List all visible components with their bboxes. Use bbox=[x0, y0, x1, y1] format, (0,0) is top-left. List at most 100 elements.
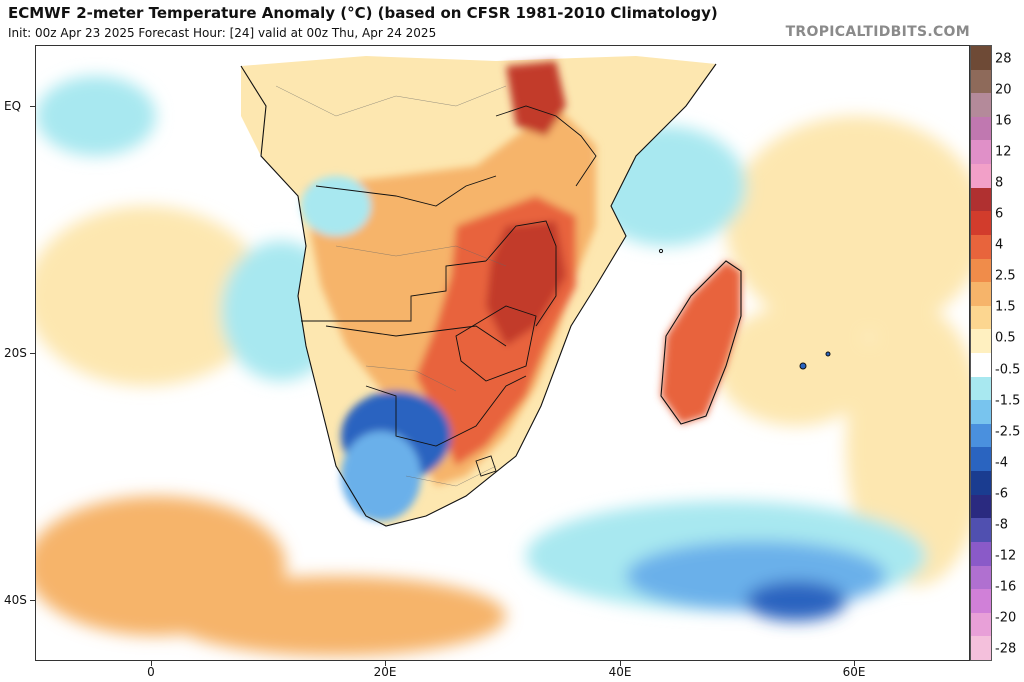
lat-label-40s: 40S bbox=[4, 593, 27, 607]
colorbar-segment bbox=[971, 423, 991, 448]
colorbar-label: 6 bbox=[995, 206, 1004, 222]
border-angola-zambia bbox=[301, 260, 487, 322]
forecast-info: Init: 00z Apr 23 2025 Forecast Hour: [24… bbox=[8, 26, 437, 40]
lon-tick-60e bbox=[854, 661, 855, 666]
colorbar-label: -2.5 bbox=[995, 424, 1021, 440]
colorbar-label: -28 bbox=[995, 641, 1017, 657]
reunion-island bbox=[799, 362, 807, 370]
colorbar-segment bbox=[971, 400, 991, 425]
colorbar-segment bbox=[971, 187, 991, 212]
admin-borders bbox=[275, 85, 507, 487]
colorbar-segment bbox=[971, 211, 991, 236]
anomaly-map bbox=[35, 45, 970, 661]
colorbar-segment bbox=[971, 164, 991, 189]
border-namibia-botswana bbox=[325, 325, 507, 347]
lat-tick-20s bbox=[30, 353, 35, 354]
cool-region-gulf-guinea bbox=[36, 76, 156, 156]
colorbar-segment bbox=[971, 447, 991, 472]
cool-region-gabon bbox=[301, 176, 371, 236]
border-south-africa bbox=[365, 375, 527, 447]
admin-line-cape bbox=[405, 465, 497, 487]
lon-label-40e: 40E bbox=[608, 665, 632, 679]
colorbar-label: 4 bbox=[995, 237, 1004, 253]
colorbar-label: -8 bbox=[995, 517, 1008, 533]
colorbar-label: -0.5 bbox=[995, 362, 1021, 378]
colorbar-segment bbox=[971, 589, 991, 614]
colorbar-segment bbox=[971, 116, 991, 141]
admin-line-north bbox=[275, 85, 507, 117]
border-zimbabwe bbox=[455, 305, 537, 382]
colorbar-segment bbox=[971, 234, 991, 260]
colorbar bbox=[970, 45, 992, 661]
lon-tick-40e bbox=[620, 661, 621, 666]
africa-land bbox=[241, 56, 716, 526]
map-title: ECMWF 2-meter Temperature Anomaly (°C) (… bbox=[8, 4, 718, 22]
colorbar-segment bbox=[971, 565, 991, 590]
colorbar-label: 0.5 bbox=[995, 330, 1016, 346]
colorbar-label: 28 bbox=[995, 51, 1012, 67]
lat-label-20s: 20S bbox=[4, 346, 27, 360]
warm-region-indian bbox=[726, 116, 969, 336]
madagascar-landmass bbox=[661, 261, 741, 424]
warm-band-south bbox=[166, 576, 506, 656]
colorbar-segment bbox=[971, 541, 991, 567]
colorbar-segment bbox=[971, 305, 991, 330]
map-canvas bbox=[36, 46, 969, 660]
country-borders bbox=[301, 105, 597, 477]
lon-tick-0 bbox=[151, 661, 152, 666]
madagascar bbox=[661, 261, 741, 424]
colorbar-segment bbox=[971, 471, 991, 496]
colorbar-label: 20 bbox=[995, 82, 1012, 98]
hot-core-mozambique bbox=[486, 221, 566, 346]
lat-label-eq: EQ bbox=[4, 99, 22, 113]
colorbar-segment bbox=[971, 282, 991, 307]
warm-region-atlantic-west bbox=[36, 206, 266, 386]
colorbar-label: 1.5 bbox=[995, 299, 1016, 315]
colorbar-label: 8 bbox=[995, 175, 1004, 191]
colorbar-label: -6 bbox=[995, 486, 1008, 502]
border-lesotho bbox=[475, 455, 497, 477]
comoros-island bbox=[658, 248, 664, 254]
lat-tick-40s bbox=[30, 600, 35, 601]
colorbar-label: 2.5 bbox=[995, 268, 1016, 284]
lon-tick-20e bbox=[385, 661, 386, 666]
cool-region-namibia bbox=[341, 431, 421, 521]
border-zambia-mozambique bbox=[485, 220, 557, 327]
colorbar-label: -20 bbox=[995, 610, 1017, 626]
border-drc bbox=[315, 175, 497, 207]
warm-region-mascarene bbox=[716, 306, 876, 426]
colorbar-segment bbox=[971, 636, 991, 661]
colorbar-label: 16 bbox=[995, 113, 1012, 129]
colorbar-label: 12 bbox=[995, 144, 1012, 160]
border-east-africa bbox=[495, 105, 597, 187]
colorbar-label: -4 bbox=[995, 455, 1008, 471]
lon-label-20e: 20E bbox=[373, 665, 397, 679]
colorbar-segment bbox=[971, 518, 991, 543]
colorbar-segment bbox=[971, 494, 991, 519]
colorbar-label: -16 bbox=[995, 579, 1017, 595]
admin-line-south bbox=[365, 365, 457, 392]
colorbar-segment bbox=[971, 93, 991, 118]
colorbar-segment bbox=[971, 46, 991, 71]
lat-tick-eq bbox=[30, 106, 35, 107]
admin-line-central bbox=[335, 245, 507, 267]
colorbar-label: -12 bbox=[995, 548, 1017, 564]
coastline bbox=[240, 63, 742, 527]
cool-region-southern-strong bbox=[746, 581, 846, 621]
lon-label-0: 0 bbox=[147, 665, 155, 679]
madagascar-coastline bbox=[660, 260, 742, 425]
africa-coastline bbox=[240, 63, 717, 527]
hot-core-lakes bbox=[506, 61, 566, 136]
colorbar-segment bbox=[971, 376, 991, 401]
warm-region-east bbox=[846, 306, 969, 586]
lon-label-60e: 60E bbox=[842, 665, 866, 679]
colorbar-segment bbox=[971, 140, 991, 165]
mauritius-island bbox=[825, 351, 831, 357]
colorbar-segment bbox=[971, 353, 991, 378]
colorbar-segment bbox=[971, 612, 991, 637]
colorbar-segment bbox=[971, 329, 991, 354]
colorbar-segment bbox=[971, 69, 991, 94]
colorbar-segment bbox=[971, 258, 991, 283]
colorbar-label: -1.5 bbox=[995, 393, 1021, 409]
brand-watermark: TROPICALTIDBITS.COM bbox=[785, 24, 970, 40]
